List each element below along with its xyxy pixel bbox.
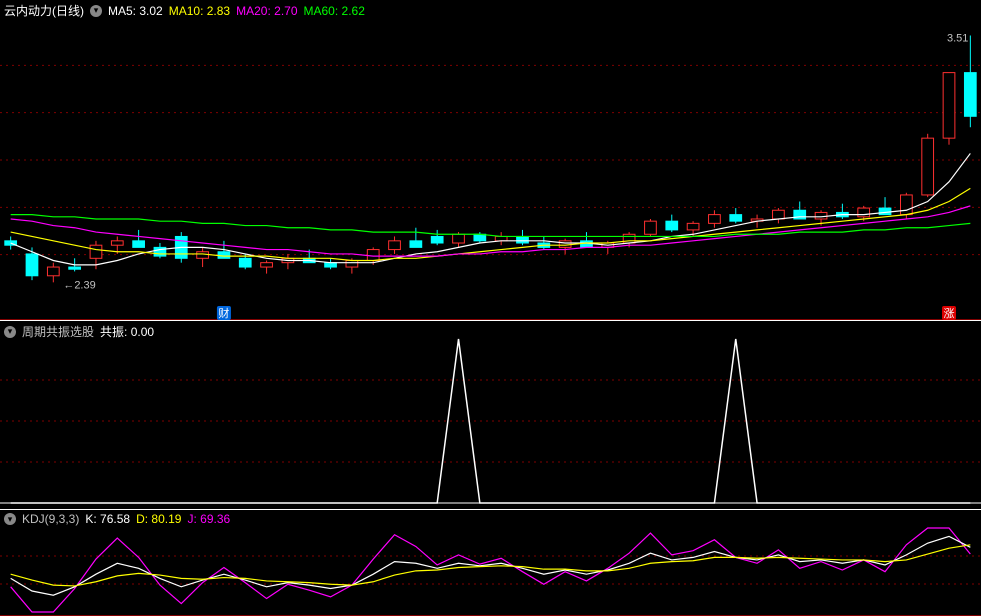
resonance-value: 共振: 0.00 — [100, 323, 154, 340]
kdj-d-label: D: 80.19 — [136, 512, 181, 526]
main-header: 云内动力(日线) ▾ MA5: 3.02 MA10: 2.83 MA20: 2.… — [4, 2, 365, 19]
kdj-panel[interactable]: ▾ KDJ(9,3,3) K: 76.58 D: 80.19 J: 69.36 — [0, 510, 981, 616]
ma20-label: MA20: 2.70 — [236, 4, 297, 18]
kdj-k-label: K: 76.58 — [85, 512, 130, 526]
candlestick-chart[interactable]: 3.51 ←2.39 财 涨 — [0, 0, 981, 320]
svg-text:涨: 涨 — [944, 307, 955, 320]
resonance-panel[interactable]: ▾ 周期共振选股 共振: 0.00 — [0, 320, 981, 510]
ma10-label: MA10: 2.83 — [169, 4, 230, 18]
ma5-label: MA5: 3.02 — [108, 4, 163, 18]
resonance-title: 周期共振选股 — [22, 323, 94, 340]
kdj-title: KDJ(9,3,3) — [22, 512, 79, 526]
kdj-header: ▾ KDJ(9,3,3) K: 76.58 D: 80.19 J: 69.36 — [4, 512, 230, 526]
ma60-label: MA60: 2.62 — [304, 4, 365, 18]
candlestick-panel[interactable]: 云内动力(日线) ▾ MA5: 3.02 MA10: 2.83 MA20: 2.… — [0, 0, 981, 320]
svg-text:←2.39: ←2.39 — [63, 279, 95, 291]
collapse-icon[interactable]: ▾ — [4, 326, 16, 338]
collapse-icon[interactable]: ▾ — [90, 5, 102, 17]
svg-text:3.51: 3.51 — [947, 33, 968, 45]
resonance-chart[interactable] — [0, 321, 981, 511]
kdj-j-label: J: 69.36 — [187, 512, 230, 526]
svg-text:财: 财 — [218, 306, 229, 320]
collapse-icon[interactable]: ▾ — [4, 513, 16, 525]
mid-header: ▾ 周期共振选股 共振: 0.00 — [4, 323, 154, 340]
stock-title: 云内动力(日线) — [4, 2, 84, 19]
